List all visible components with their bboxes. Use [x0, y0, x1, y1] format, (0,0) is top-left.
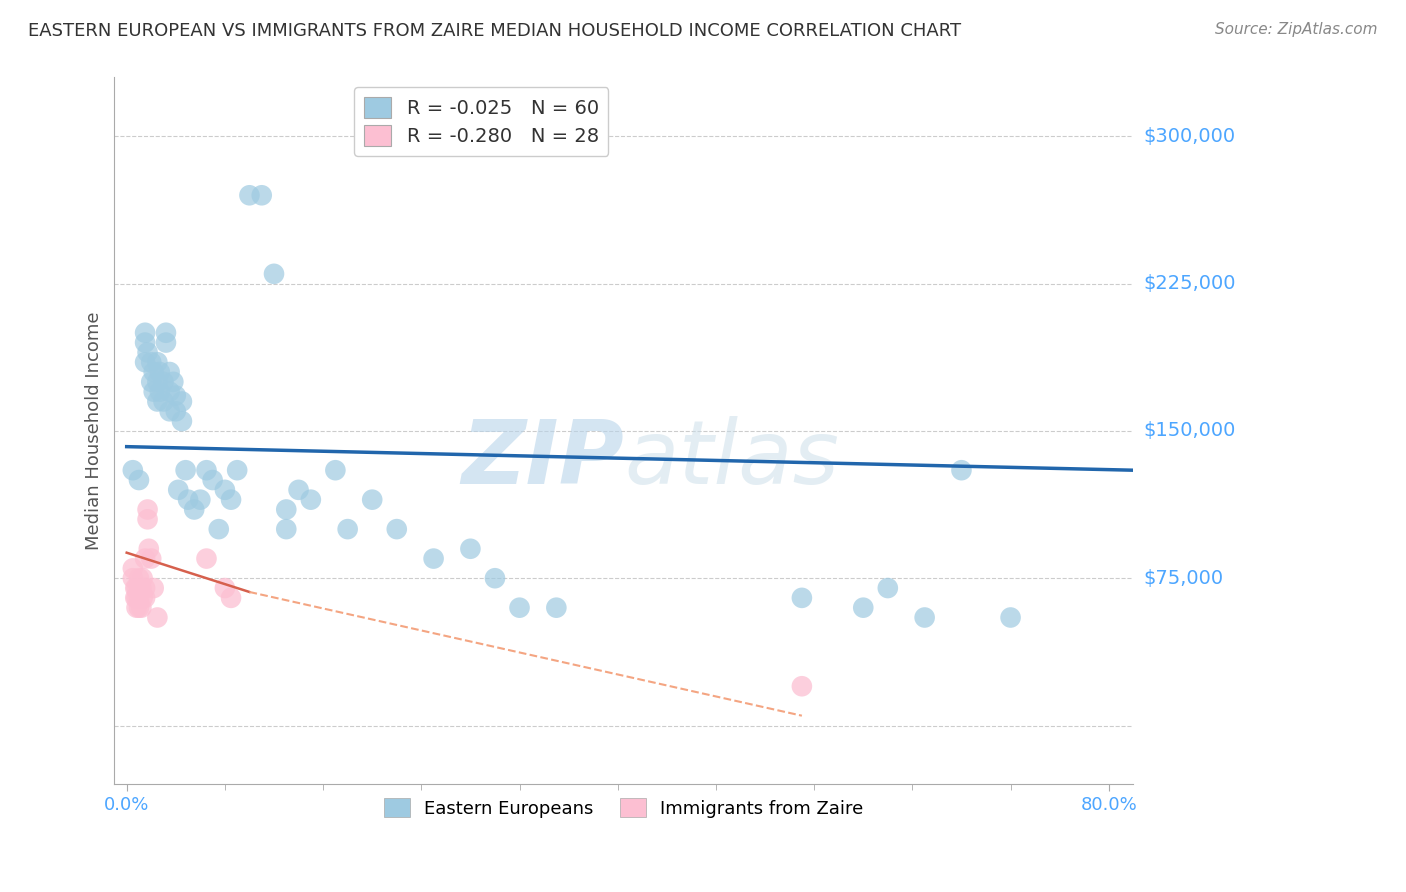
Point	[263, 267, 285, 281]
Point	[121, 571, 143, 585]
Point	[155, 326, 177, 340]
Point	[125, 600, 148, 615]
Text: EASTERN EUROPEAN VS IMMIGRANTS FROM ZAIRE MEDIAN HOUSEHOLD INCOME CORRELATION CH: EASTERN EUROPEAN VS IMMIGRANTS FROM ZAIR…	[28, 22, 962, 40]
Text: ZIP: ZIP	[461, 416, 624, 503]
Point	[138, 541, 160, 556]
Point	[226, 463, 249, 477]
Point	[195, 463, 218, 477]
Point	[177, 492, 200, 507]
Point	[214, 581, 236, 595]
Point	[152, 375, 174, 389]
Point	[146, 375, 169, 389]
Point	[134, 581, 156, 595]
Point	[170, 414, 193, 428]
Point	[141, 375, 163, 389]
Point	[128, 591, 150, 605]
Point	[546, 600, 568, 615]
Point	[155, 335, 177, 350]
Point	[131, 581, 153, 595]
Point	[914, 610, 936, 624]
Point	[152, 394, 174, 409]
Point	[299, 492, 322, 507]
Point	[136, 345, 159, 359]
Point	[276, 522, 298, 536]
Point	[141, 551, 163, 566]
Point	[790, 591, 813, 605]
Point	[790, 679, 813, 693]
Y-axis label: Median Household Income: Median Household Income	[86, 311, 103, 550]
Legend: Eastern Europeans, Immigrants from Zaire: Eastern Europeans, Immigrants from Zaire	[377, 791, 870, 825]
Point	[128, 571, 150, 585]
Point	[950, 463, 973, 477]
Point	[174, 463, 197, 477]
Point	[484, 571, 506, 585]
Point	[460, 541, 482, 556]
Point	[121, 561, 143, 575]
Point	[134, 551, 156, 566]
Point	[131, 591, 153, 605]
Point	[276, 502, 298, 516]
Text: Source: ZipAtlas.com: Source: ZipAtlas.com	[1215, 22, 1378, 37]
Point	[131, 600, 153, 615]
Point	[141, 355, 163, 369]
Point	[1000, 610, 1022, 624]
Point	[219, 591, 242, 605]
Point	[159, 365, 181, 379]
Point	[125, 581, 148, 595]
Point	[167, 483, 190, 497]
Point	[142, 581, 165, 595]
Point	[162, 375, 184, 389]
Point	[146, 355, 169, 369]
Text: $300,000: $300,000	[1143, 127, 1236, 146]
Point	[149, 365, 172, 379]
Point	[336, 522, 359, 536]
Point	[201, 473, 224, 487]
Point	[134, 335, 156, 350]
Point	[134, 355, 156, 369]
Point	[165, 388, 187, 402]
Point	[125, 591, 148, 605]
Point	[361, 492, 384, 507]
Point	[195, 551, 218, 566]
Point	[876, 581, 898, 595]
Point	[188, 492, 211, 507]
Point	[146, 610, 169, 624]
Point	[121, 463, 143, 477]
Point	[131, 571, 153, 585]
Point	[852, 600, 875, 615]
Text: $75,000: $75,000	[1143, 569, 1223, 588]
Point	[165, 404, 187, 418]
Point	[238, 188, 260, 202]
Text: $225,000: $225,000	[1143, 274, 1236, 293]
Point	[124, 591, 146, 605]
Point	[159, 384, 181, 399]
Point	[325, 463, 347, 477]
Point	[149, 384, 172, 399]
Point	[136, 512, 159, 526]
Point	[385, 522, 408, 536]
Point	[183, 502, 205, 516]
Point	[250, 188, 273, 202]
Point	[142, 384, 165, 399]
Point	[142, 365, 165, 379]
Point	[146, 394, 169, 409]
Point	[287, 483, 309, 497]
Point	[134, 326, 156, 340]
Point	[219, 492, 242, 507]
Point	[422, 551, 444, 566]
Point	[128, 581, 150, 595]
Point	[124, 581, 146, 595]
Point	[128, 600, 150, 615]
Point	[128, 473, 150, 487]
Point	[136, 502, 159, 516]
Point	[134, 591, 156, 605]
Point	[208, 522, 231, 536]
Point	[214, 483, 236, 497]
Text: $150,000: $150,000	[1143, 421, 1236, 441]
Text: atlas: atlas	[624, 417, 839, 502]
Point	[509, 600, 531, 615]
Point	[159, 404, 181, 418]
Point	[170, 394, 193, 409]
